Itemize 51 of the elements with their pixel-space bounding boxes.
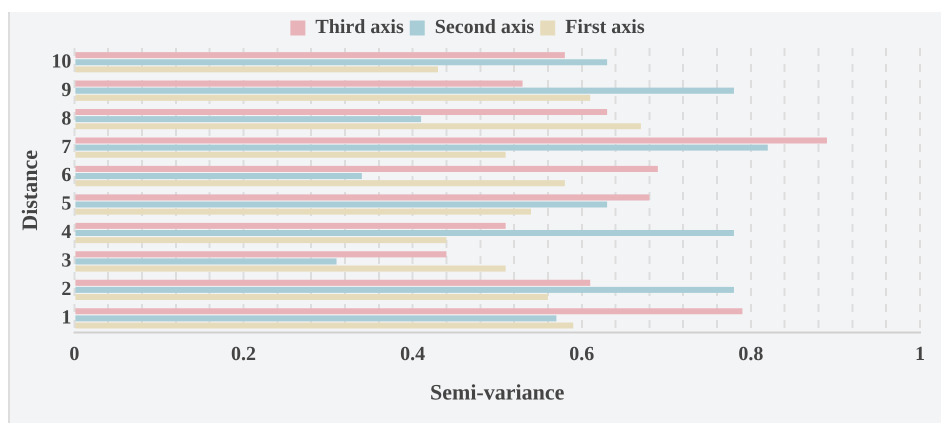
x-axis-title: Semi-variance <box>430 379 565 404</box>
bar <box>75 308 742 314</box>
bar <box>75 315 556 322</box>
bar <box>75 237 446 244</box>
x-tick-label: 0.6 <box>569 342 594 365</box>
x-tick-label: 0.2 <box>231 342 256 365</box>
y-tick-label: 3 <box>61 250 72 272</box>
legend-label: Second axis <box>434 16 534 38</box>
y-tick-label: 1 <box>61 306 72 329</box>
bar <box>75 88 734 94</box>
bar <box>75 144 768 151</box>
x-tick-label: 1 <box>915 342 925 365</box>
y-tick-label: 2 <box>61 278 72 300</box>
bar <box>75 180 565 186</box>
bar <box>75 202 608 208</box>
y-tick-label: 6 <box>61 164 72 186</box>
bar <box>75 230 734 236</box>
legend-label: Third axis <box>315 16 404 38</box>
bar <box>75 280 590 286</box>
bar <box>75 152 506 158</box>
bar <box>75 173 362 180</box>
y-tick-label: 10 <box>51 50 72 72</box>
bar <box>75 286 734 293</box>
bar <box>75 66 438 72</box>
y-tick-label: 4 <box>61 221 72 244</box>
bar <box>75 80 523 87</box>
bar <box>75 59 608 66</box>
x-tick-label: 0.8 <box>738 342 764 365</box>
bar <box>75 166 658 172</box>
bar <box>75 266 506 272</box>
legend-label: First axis <box>565 16 645 38</box>
bar <box>75 322 574 329</box>
bar <box>75 123 641 130</box>
bar <box>75 116 422 122</box>
bar <box>75 194 650 200</box>
x-tick-label: 0.4 <box>400 342 426 365</box>
y-tick-label: 7 <box>61 136 72 158</box>
y-tick-label: 8 <box>61 107 72 130</box>
y-axis-title: Distance <box>16 150 42 231</box>
bar <box>75 222 506 229</box>
bar <box>75 52 565 58</box>
y-tick-label: 5 <box>61 192 72 215</box>
bar <box>75 94 590 101</box>
bar <box>75 294 548 300</box>
bar <box>75 251 446 258</box>
x-tick-label: 0 <box>69 342 80 365</box>
bar <box>75 208 532 215</box>
bar <box>75 258 337 264</box>
bar <box>75 137 827 144</box>
y-tick-label: 9 <box>61 78 72 101</box>
bar <box>75 109 608 116</box>
